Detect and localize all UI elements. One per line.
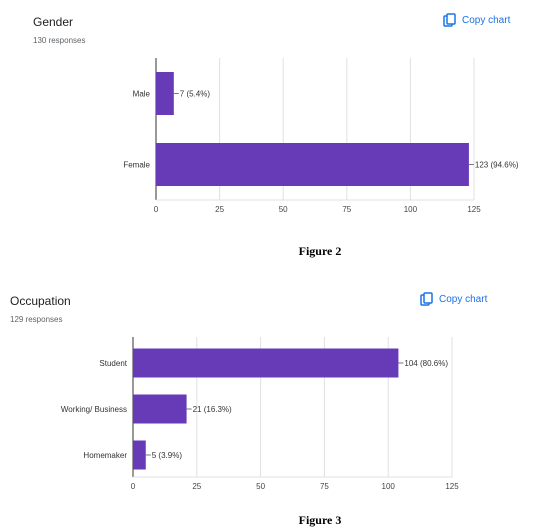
x-tick-label: 25 — [215, 205, 224, 214]
x-tick-label: 0 — [131, 482, 136, 491]
category-label: Male — [133, 90, 151, 99]
x-tick-label: 75 — [342, 205, 351, 214]
x-tick-label: 75 — [320, 482, 329, 491]
data-label: 7 (5.4%) — [180, 90, 211, 99]
x-tick-label: 125 — [467, 205, 481, 214]
occupation-chart-title: Occupation — [10, 294, 71, 308]
x-tick-label: 25 — [192, 482, 201, 491]
figure-2-caption: Figure 2 — [298, 244, 342, 258]
data-label: 123 (94.6%) — [475, 161, 519, 170]
gender-copy-chart-button[interactable]: Copy chart — [443, 13, 510, 28]
bar[interactable] — [133, 440, 146, 470]
category-label: Female — [123, 161, 150, 170]
copy-chart-label: Copy chart — [462, 15, 511, 26]
data-label: 21 (16.3%) — [193, 405, 232, 414]
x-tick-label: 125 — [445, 482, 459, 491]
category-label: Homemaker — [83, 451, 127, 460]
x-tick-label: 50 — [279, 205, 288, 214]
x-tick-label: 0 — [154, 205, 159, 214]
data-label: 104 (80.6%) — [404, 359, 448, 368]
category-label: Working/ Business — [61, 405, 127, 414]
bar[interactable] — [156, 143, 469, 186]
x-tick-label: 100 — [404, 205, 418, 214]
x-tick-label: 50 — [256, 482, 265, 491]
copy-icon — [443, 13, 456, 28]
x-tick-label: 100 — [382, 482, 396, 491]
gender-response-count: 130 responses — [33, 36, 86, 45]
bar[interactable] — [133, 394, 187, 424]
copy-icon — [420, 292, 433, 307]
occupation-response-count: 129 responses — [10, 315, 63, 324]
occupation-copy-chart-button[interactable]: Copy chart — [420, 292, 487, 307]
bar[interactable] — [156, 72, 174, 115]
figure-3-caption: Figure 3 — [298, 513, 342, 527]
gender-chart-title: Gender — [33, 15, 74, 29]
gender-bar-chart: 0 25 50 75 100 125 Male 7 (5.4%) Female 123 (94.6… — [123, 58, 519, 214]
category-label: Student — [99, 359, 127, 368]
bar[interactable] — [133, 348, 399, 378]
copy-chart-label: Copy chart — [439, 294, 488, 305]
data-label: 5 (3.9%) — [152, 451, 183, 460]
